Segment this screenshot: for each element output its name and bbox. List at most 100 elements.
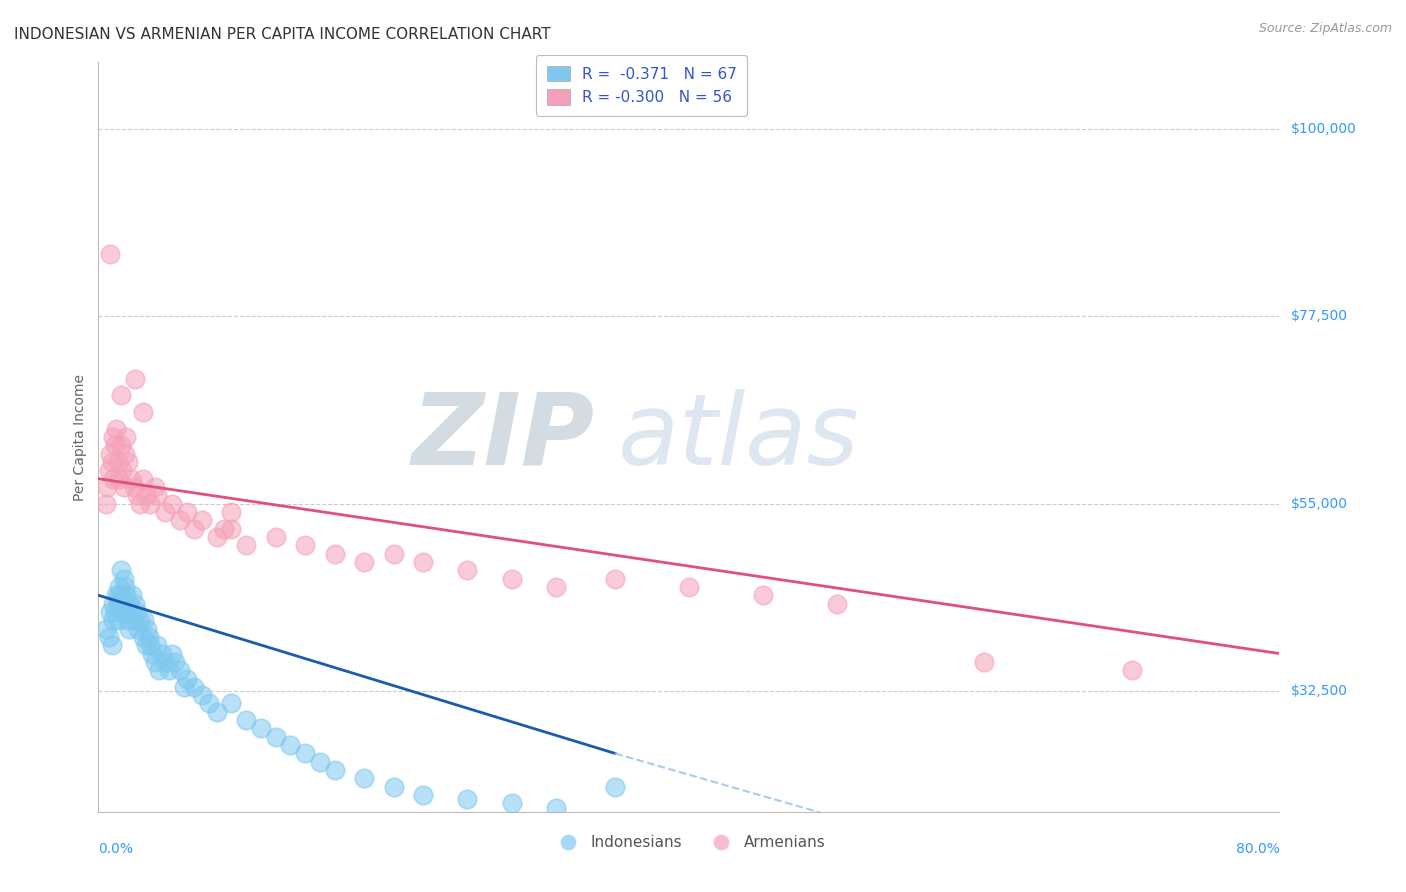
Point: [162, 497, 183, 511]
Point: [221, 522, 243, 536]
Point: [135, 638, 157, 652]
Point: [412, 788, 434, 802]
Text: 0.0%: 0.0%: [98, 842, 134, 856]
Point: [146, 638, 169, 652]
Point: [176, 672, 198, 686]
Point: [112, 597, 135, 611]
Point: [98, 447, 121, 461]
Point: [107, 613, 129, 627]
Point: [134, 613, 156, 627]
Point: [143, 655, 166, 669]
Point: [412, 555, 434, 569]
Text: atlas: atlas: [619, 389, 859, 485]
Point: [250, 722, 273, 736]
Point: [132, 405, 155, 419]
Point: [146, 488, 169, 502]
Point: [183, 680, 205, 694]
Point: [309, 755, 332, 769]
Point: [96, 480, 118, 494]
Point: [605, 780, 627, 794]
Point: [139, 638, 162, 652]
Point: [501, 572, 523, 586]
Point: [235, 713, 257, 727]
Point: [162, 647, 183, 661]
Point: [108, 588, 131, 602]
Point: [501, 797, 523, 811]
Point: [103, 597, 125, 611]
Point: [457, 792, 479, 806]
Point: [128, 613, 150, 627]
Point: [546, 800, 568, 814]
Point: [198, 697, 221, 711]
Point: [103, 430, 125, 444]
Point: [124, 372, 146, 386]
Point: [120, 605, 142, 619]
Point: [115, 430, 138, 444]
Point: [264, 730, 287, 744]
Point: [382, 547, 405, 561]
Text: $55,000: $55,000: [1291, 497, 1347, 511]
Point: [136, 622, 159, 636]
Point: [110, 597, 132, 611]
Point: [110, 563, 132, 577]
Point: [108, 472, 131, 486]
Point: [112, 572, 135, 586]
Point: [183, 522, 205, 536]
Point: [97, 463, 120, 477]
Point: [107, 597, 129, 611]
Point: [153, 505, 176, 519]
Point: [120, 472, 142, 486]
Point: [121, 588, 143, 602]
Point: [173, 680, 195, 694]
Point: [100, 455, 122, 469]
Point: [323, 763, 346, 777]
Text: $77,500: $77,500: [1291, 310, 1347, 324]
Y-axis label: Per Capita Income: Per Capita Income: [73, 374, 87, 500]
Point: [191, 513, 214, 527]
Text: Source: ZipAtlas.com: Source: ZipAtlas.com: [1258, 22, 1392, 36]
Point: [169, 513, 191, 527]
Point: [212, 522, 235, 536]
Point: [94, 622, 117, 636]
Point: [191, 688, 214, 702]
Point: [825, 597, 848, 611]
Point: [122, 480, 145, 494]
Point: [264, 530, 287, 544]
Point: [205, 530, 228, 544]
Point: [111, 588, 134, 602]
Point: [141, 647, 163, 661]
Point: [165, 655, 187, 669]
Point: [150, 647, 173, 661]
Point: [124, 597, 146, 611]
Point: [114, 447, 136, 461]
Point: [107, 455, 129, 469]
Point: [112, 480, 135, 494]
Text: INDONESIAN VS ARMENIAN PER CAPITA INCOME CORRELATION CHART: INDONESIAN VS ARMENIAN PER CAPITA INCOME…: [14, 27, 551, 42]
Point: [1121, 663, 1143, 677]
Point: [143, 480, 166, 494]
Point: [323, 547, 346, 561]
Text: $100,000: $100,000: [1291, 122, 1357, 136]
Point: [104, 438, 127, 452]
Point: [280, 738, 302, 752]
Point: [169, 663, 191, 677]
Point: [235, 538, 257, 552]
Point: [138, 630, 160, 644]
Point: [111, 463, 134, 477]
Point: [132, 630, 155, 644]
Point: [132, 472, 155, 486]
Point: [546, 580, 568, 594]
Point: [108, 580, 131, 594]
Point: [103, 613, 125, 627]
Point: [752, 588, 775, 602]
Point: [135, 488, 157, 502]
Point: [457, 563, 479, 577]
Point: [382, 780, 405, 794]
Point: [115, 588, 138, 602]
Point: [353, 772, 375, 786]
Point: [127, 622, 149, 636]
Point: [97, 630, 120, 644]
Point: [294, 538, 316, 552]
Point: [205, 705, 228, 719]
Point: [353, 555, 375, 569]
